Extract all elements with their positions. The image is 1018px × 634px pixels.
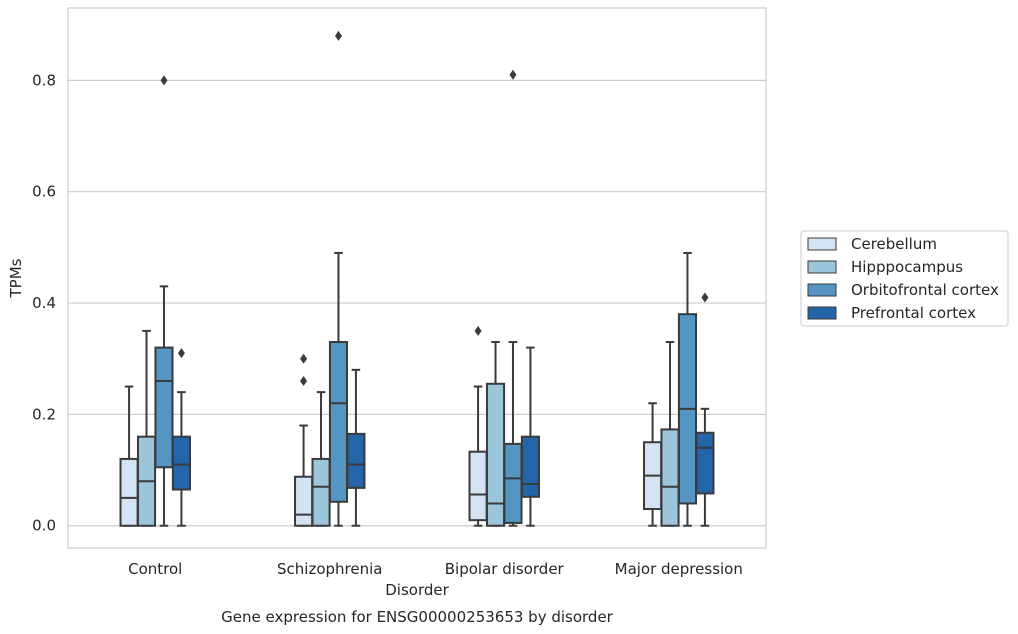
outlier-point: [300, 353, 308, 364]
outlier-point: [334, 30, 342, 41]
box: [695, 292, 715, 527]
outlier-point: [177, 348, 185, 359]
x-tick-label: Major depression: [615, 560, 743, 578]
outlier-point: [300, 375, 308, 386]
y-tick-label: 0.2: [32, 405, 56, 423]
x-axis-label: Disorder: [385, 581, 449, 599]
legend-label: Orbitofrontal cortex: [851, 281, 999, 299]
legend-swatch: [807, 283, 837, 297]
legend-label: Prefrontal cortex: [851, 304, 976, 322]
box: [346, 368, 366, 527]
box-iqr: [171, 435, 191, 491]
box-iqr: [119, 457, 139, 527]
box: [154, 75, 174, 527]
y-tick-label: 0.0: [32, 517, 56, 535]
x-tick-label: Schizophrenia: [277, 560, 382, 578]
box-iqr: [311, 457, 331, 527]
outlier-point: [701, 292, 709, 303]
legend-swatch: [807, 260, 837, 274]
legend-label: Hipppocampus: [851, 258, 963, 276]
box: [468, 325, 488, 527]
plot-frame: [67, 7, 767, 549]
box: [119, 385, 139, 527]
box-iqr: [294, 475, 314, 527]
legend-swatch: [807, 306, 837, 320]
box-iqr: [328, 341, 349, 503]
chart-caption: Gene expression for ENSG00000253653 by d…: [221, 608, 614, 626]
box-iqr: [660, 428, 680, 527]
box-iqr: [154, 346, 174, 469]
x-tick-label: Control: [128, 560, 182, 578]
y-tick-label: 0.4: [32, 294, 56, 312]
legend-swatch: [807, 237, 837, 251]
y-tick-label: 0.8: [32, 71, 56, 89]
outlier-point: [474, 325, 482, 336]
box: [503, 69, 523, 527]
box-plots: [119, 30, 715, 527]
box-iqr: [695, 431, 715, 495]
box-iqr: [503, 442, 523, 524]
box: [136, 329, 157, 527]
box-iqr: [346, 432, 366, 489]
y-tick-label: 0.6: [32, 183, 56, 201]
outlier-point: [509, 69, 517, 80]
x-tick-label: Bipolar disorder: [445, 560, 565, 578]
outlier-point: [160, 75, 168, 86]
legend: Cerebellum Hipppocampus Orbitofrontal cort…: [800, 230, 1009, 327]
box: [660, 341, 680, 527]
legend-label: Cerebellum: [851, 235, 937, 253]
box: [311, 391, 331, 527]
y-tick-labels: 0.0 0.2 0.4 0.6 0.8: [32, 71, 56, 534]
box: [485, 341, 506, 527]
y-axis-label: TPMs: [7, 258, 25, 298]
legend-frame: [800, 230, 1009, 327]
box-iqr: [520, 435, 540, 498]
box: [677, 251, 698, 527]
box: [520, 346, 540, 527]
box: [328, 30, 349, 527]
box: [643, 402, 663, 527]
box: [294, 353, 314, 527]
box: [171, 348, 191, 527]
x-tick-labels: Control Schizophrenia Bipolar disorder Majo…: [128, 560, 743, 578]
box-iqr: [468, 450, 488, 522]
